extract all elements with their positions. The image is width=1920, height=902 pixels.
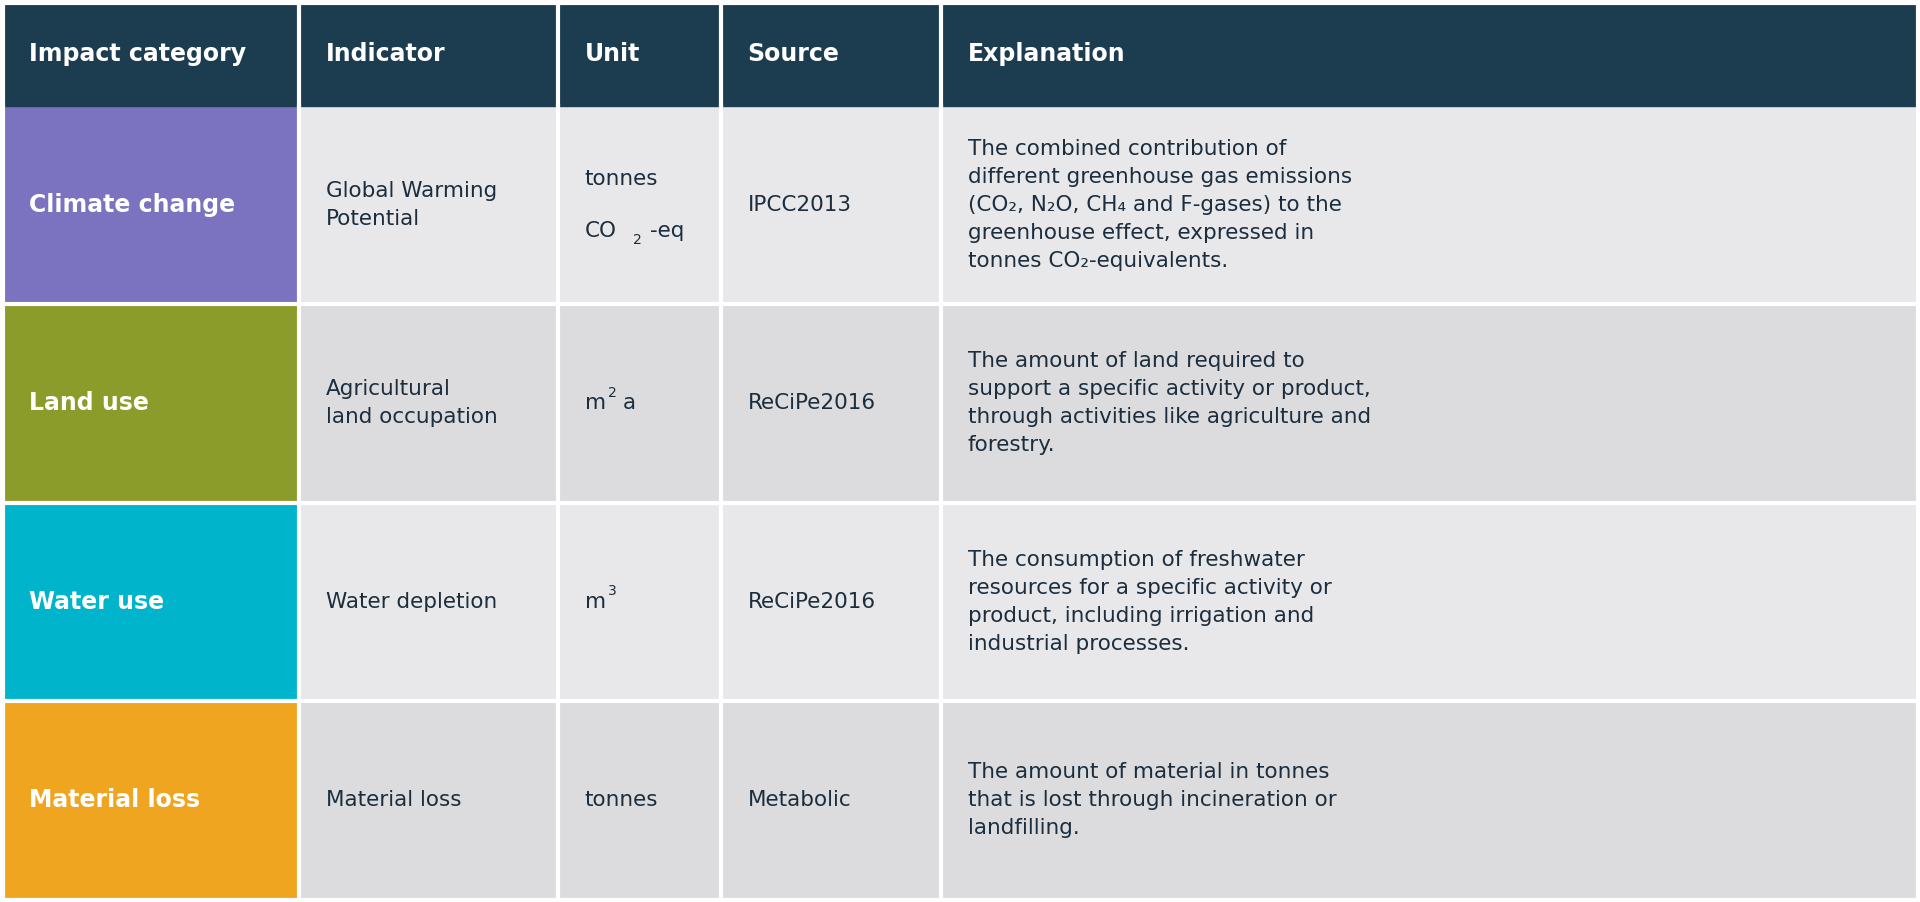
Text: CO: CO [586,221,616,241]
Text: Land use: Land use [29,391,150,415]
Bar [300,304,559,502]
Bar [720,106,941,304]
Text: Water use: Water use [29,590,165,613]
Text: Impact category: Impact category [29,42,246,66]
Bar [941,701,1918,899]
Text: Explanation: Explanation [968,42,1125,66]
Bar [300,701,559,899]
Text: Global Warming
Potential: Global Warming Potential [326,181,497,229]
Bar [2,3,300,106]
Text: -eq: -eq [649,221,684,241]
Text: a: a [622,393,636,413]
Text: ReCiPe2016: ReCiPe2016 [747,592,876,612]
Bar [941,3,1918,106]
Text: tonnes: tonnes [586,790,659,810]
Bar [559,304,720,502]
Text: 2: 2 [607,385,616,400]
Bar [2,701,300,899]
Bar [559,3,720,106]
Text: Indicator: Indicator [326,42,445,66]
Bar [559,106,720,304]
Text: Agricultural
land occupation: Agricultural land occupation [326,380,497,428]
Text: 2: 2 [634,233,643,247]
Text: Climate change: Climate change [29,193,236,216]
Text: Material loss: Material loss [326,790,461,810]
Bar [720,304,941,502]
Bar [559,502,720,701]
Text: Material loss: Material loss [29,788,200,813]
Text: Source: Source [747,42,839,66]
Text: Water depletion: Water depletion [326,592,497,612]
Bar [941,502,1918,701]
Bar [2,304,300,502]
Text: m: m [586,592,607,612]
Bar [720,701,941,899]
Bar [559,701,720,899]
Text: The amount of material in tonnes
that is lost through incineration or
landfillin: The amount of material in tonnes that is… [968,762,1336,838]
Bar [941,106,1918,304]
Text: The consumption of freshwater
resources for a specific activity or
product, incl: The consumption of freshwater resources … [968,550,1332,654]
Bar [300,3,559,106]
Bar [300,502,559,701]
Text: Metabolic: Metabolic [747,790,851,810]
Text: The amount of land required to
support a specific activity or product,
through a: The amount of land required to support a… [968,352,1371,456]
Text: tonnes: tonnes [586,169,659,189]
Bar [300,106,559,304]
Text: IPCC2013: IPCC2013 [747,195,851,215]
Bar [2,106,300,304]
Bar [720,502,941,701]
Text: Unit: Unit [586,42,639,66]
Text: m: m [586,393,607,413]
Bar [2,502,300,701]
Bar [941,304,1918,502]
Text: The combined contribution of
different greenhouse gas emissions
(CO₂, N₂O, CH₄ a: The combined contribution of different g… [968,139,1352,271]
Text: 3: 3 [607,584,616,598]
Text: ReCiPe2016: ReCiPe2016 [747,393,876,413]
Bar [720,3,941,106]
